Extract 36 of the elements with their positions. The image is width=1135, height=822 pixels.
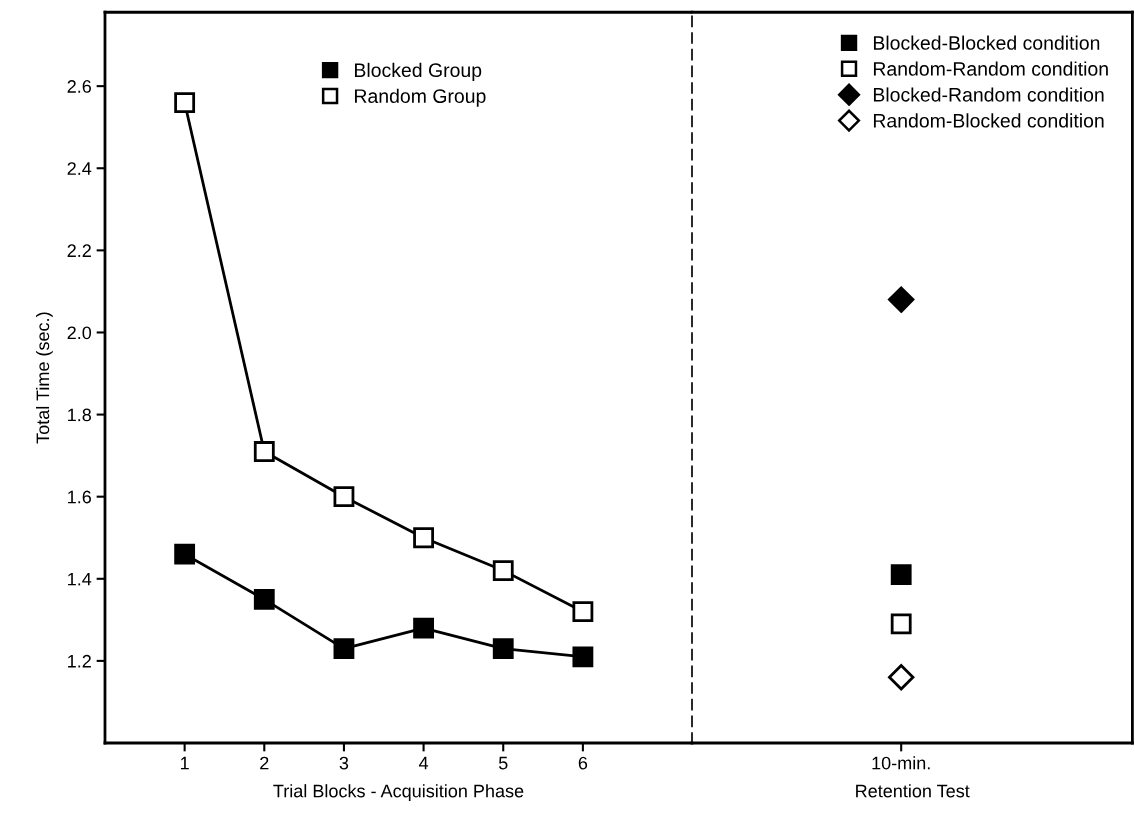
point — [333, 638, 355, 659]
point — [413, 527, 435, 549]
x-tick-label: 5 — [498, 756, 508, 770]
legend-label: Blocked-Blocked condition — [873, 35, 1100, 50]
y-tick-label: 1.2 — [68, 654, 91, 668]
legend-label: Blocked Group — [355, 62, 482, 81]
x-tick-label: 3 — [339, 756, 349, 770]
x-tick-label: 4 — [418, 756, 429, 770]
point — [413, 617, 435, 639]
y-axis-title: Total Time (sec.) — [35, 312, 53, 444]
y-tick-label: 2.6 — [67, 80, 91, 93]
point — [174, 543, 196, 565]
y-tick-label: 1.8 — [68, 408, 92, 422]
legend-label: Random-Random condition — [873, 61, 1108, 76]
point — [174, 92, 196, 113]
point — [333, 486, 355, 508]
y-tick-label: 1.4 — [68, 572, 92, 586]
x-axis-title: Retention Test — [856, 784, 970, 798]
x-tick-label: 1 — [180, 756, 189, 770]
point — [572, 646, 594, 668]
x-tick-label: 10-min. — [872, 756, 930, 770]
point — [492, 560, 514, 581]
x-axis-title: Trial Blocks - Acquisition Phase — [273, 784, 524, 801]
legend-label: Random-Blocked condition — [873, 113, 1104, 128]
legend-label: Random Group — [355, 88, 486, 107]
y-tick-label: 1.6 — [68, 490, 91, 504]
x-tick-label: 2 — [260, 756, 269, 770]
point — [492, 638, 514, 659]
point — [253, 441, 275, 462]
legend-label: Blocked-Random condition — [873, 87, 1104, 102]
y-tick-label: 2.2 — [67, 244, 91, 257]
y-tick-label: 2.0 — [67, 326, 92, 340]
point — [253, 588, 275, 610]
x-tick-label: 6 — [578, 756, 588, 770]
y-tick-label: 2.4 — [67, 162, 92, 175]
point — [572, 601, 594, 623]
